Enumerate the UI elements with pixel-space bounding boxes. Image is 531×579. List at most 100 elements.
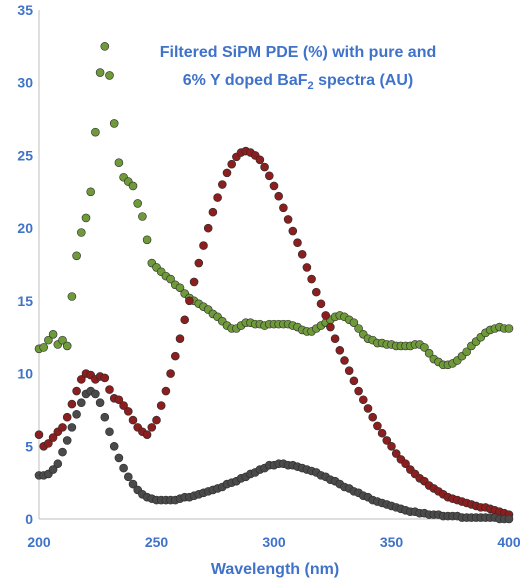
data-point <box>95 398 105 407</box>
data-point <box>114 453 124 463</box>
data-point <box>274 191 284 201</box>
y-tick-label: 5 <box>25 438 33 454</box>
data-point <box>62 436 72 445</box>
y-tick-label: 30 <box>17 75 33 91</box>
data-point <box>424 348 434 358</box>
data-point <box>382 436 392 445</box>
data-point <box>67 423 77 432</box>
data-point <box>283 215 293 224</box>
data-point <box>222 168 232 178</box>
data-point <box>72 251 81 261</box>
data-point <box>95 68 105 77</box>
plot-area <box>34 10 514 524</box>
data-point <box>340 356 349 365</box>
data-point <box>175 334 185 343</box>
data-point <box>302 263 312 272</box>
data-point <box>326 322 335 332</box>
x-axis-label: Wavelength (nm) <box>211 561 339 578</box>
series-0 <box>34 42 514 370</box>
data-point <box>373 421 382 431</box>
data-point <box>100 373 110 383</box>
data-point <box>77 228 86 237</box>
data-point <box>354 386 363 396</box>
y-tick-label: 25 <box>17 147 33 163</box>
chart-title-line-2-end: spectra (AU) <box>314 72 414 89</box>
data-point <box>260 162 269 172</box>
data-point <box>363 404 373 413</box>
data-point <box>358 395 368 405</box>
data-point <box>81 213 91 223</box>
chart-title-line-1: Filtered SiPM PDE (%) with pure and <box>160 44 436 61</box>
y-tick-label: 0 <box>25 511 33 527</box>
data-point <box>58 447 67 457</box>
data-point <box>119 463 128 473</box>
data-point <box>279 203 288 213</box>
y-tick-label: 20 <box>17 220 33 236</box>
data-point <box>77 375 86 384</box>
data-point <box>119 401 128 410</box>
data-point <box>156 401 166 410</box>
y-tick-label: 35 <box>17 2 33 18</box>
data-point <box>100 42 110 51</box>
data-point <box>72 386 81 396</box>
data-point <box>293 238 302 247</box>
x-tick-label: 200 <box>27 534 51 550</box>
data-point <box>147 423 157 432</box>
data-point <box>269 181 279 191</box>
data-point <box>77 398 86 407</box>
data-point <box>288 226 298 236</box>
data-point <box>48 433 58 442</box>
data-point <box>152 415 161 425</box>
data-point <box>105 71 114 80</box>
data-point <box>194 258 204 268</box>
chart-title-subscript: 2 <box>308 80 314 92</box>
data-point <box>368 412 378 422</box>
data-point <box>48 330 58 339</box>
data-point <box>297 250 307 259</box>
data-point <box>208 207 218 217</box>
data-point <box>330 334 340 343</box>
data-point <box>166 369 175 378</box>
data-points <box>34 42 514 524</box>
chart-title-line-2: 6% Y doped BaF2 spectra (AU) <box>183 72 413 92</box>
data-point <box>185 296 194 306</box>
data-point <box>264 171 274 181</box>
x-tick-label: 400 <box>497 534 521 550</box>
data-point <box>199 241 208 250</box>
data-point <box>48 465 58 474</box>
data-point <box>189 277 199 287</box>
data-point <box>91 389 100 399</box>
data-point <box>462 347 472 357</box>
data-point <box>105 385 114 394</box>
y-tick-labels: 0 5 10 15 20 25 30 35 <box>17 2 33 527</box>
data-point <box>420 343 429 352</box>
data-point <box>142 430 152 439</box>
data-point <box>377 428 387 438</box>
data-point <box>142 235 152 245</box>
data-point <box>86 187 95 197</box>
data-point <box>180 315 189 325</box>
series-2 <box>34 386 514 524</box>
data-point <box>321 311 331 320</box>
data-point <box>128 415 138 425</box>
data-point <box>124 472 133 482</box>
x-tick-label: 300 <box>262 534 286 550</box>
data-point <box>114 158 124 167</box>
data-point <box>53 459 63 469</box>
data-point <box>391 449 401 458</box>
x-tick-label: 350 <box>380 534 404 550</box>
y-tick-label: 15 <box>17 293 33 309</box>
data-point <box>171 351 180 361</box>
series-1 <box>34 146 514 519</box>
data-point <box>349 318 359 327</box>
data-point <box>67 292 77 301</box>
data-point <box>58 423 67 432</box>
data-point <box>504 514 514 524</box>
data-point <box>39 343 49 352</box>
data-point <box>161 386 171 396</box>
data-point <box>67 399 77 409</box>
data-point <box>311 287 321 297</box>
data-point <box>255 155 265 165</box>
data-point <box>100 412 110 422</box>
